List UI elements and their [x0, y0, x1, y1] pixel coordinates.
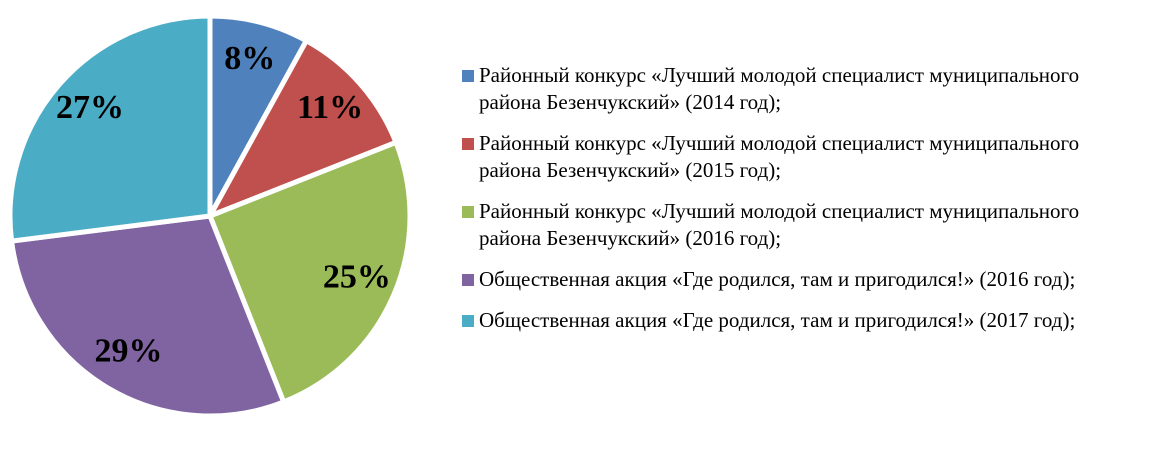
legend-item: Общественная акция «Где родился, там и п… — [462, 307, 1142, 334]
legend-swatch — [462, 206, 474, 218]
legend-item: Районный конкурс «Лучший молодой специал… — [462, 130, 1142, 184]
legend-item: Районный конкурс «Лучший молодой специал… — [462, 62, 1142, 116]
data-label: 25% — [323, 258, 391, 295]
legend-item: Общественная акция «Где родился, там и п… — [462, 266, 1142, 293]
legend-label: Общественная акция «Где родился, там и п… — [479, 267, 1076, 291]
chart: 8% 11% 25% 29% 27% — [7, 13, 413, 419]
legend-swatch — [462, 315, 474, 327]
legend-swatch — [462, 70, 474, 82]
pie-slice — [7, 13, 213, 244]
pie-slice — [8, 213, 287, 419]
legend-label: Районный конкурс «Лучший молодой специал… — [479, 63, 1080, 114]
legend: Районный конкурс «Лучший молодой специал… — [462, 62, 1142, 348]
data-label: 29% — [95, 333, 163, 370]
legend-label: Районный конкурс «Лучший молодой специал… — [479, 199, 1080, 250]
pie-slice — [204, 37, 400, 221]
data-label: 27% — [56, 89, 124, 126]
data-label: 8% — [224, 40, 275, 77]
legend-label: Районный конкурс «Лучший молодой специал… — [479, 131, 1080, 182]
legend-item: Районный конкурс «Лучший молодой специал… — [462, 198, 1142, 252]
legend-swatch — [462, 274, 474, 286]
legend-label: Общественная акция «Где родился, там и п… — [479, 308, 1076, 332]
data-label: 11% — [297, 89, 363, 126]
legend-swatch — [462, 138, 474, 150]
